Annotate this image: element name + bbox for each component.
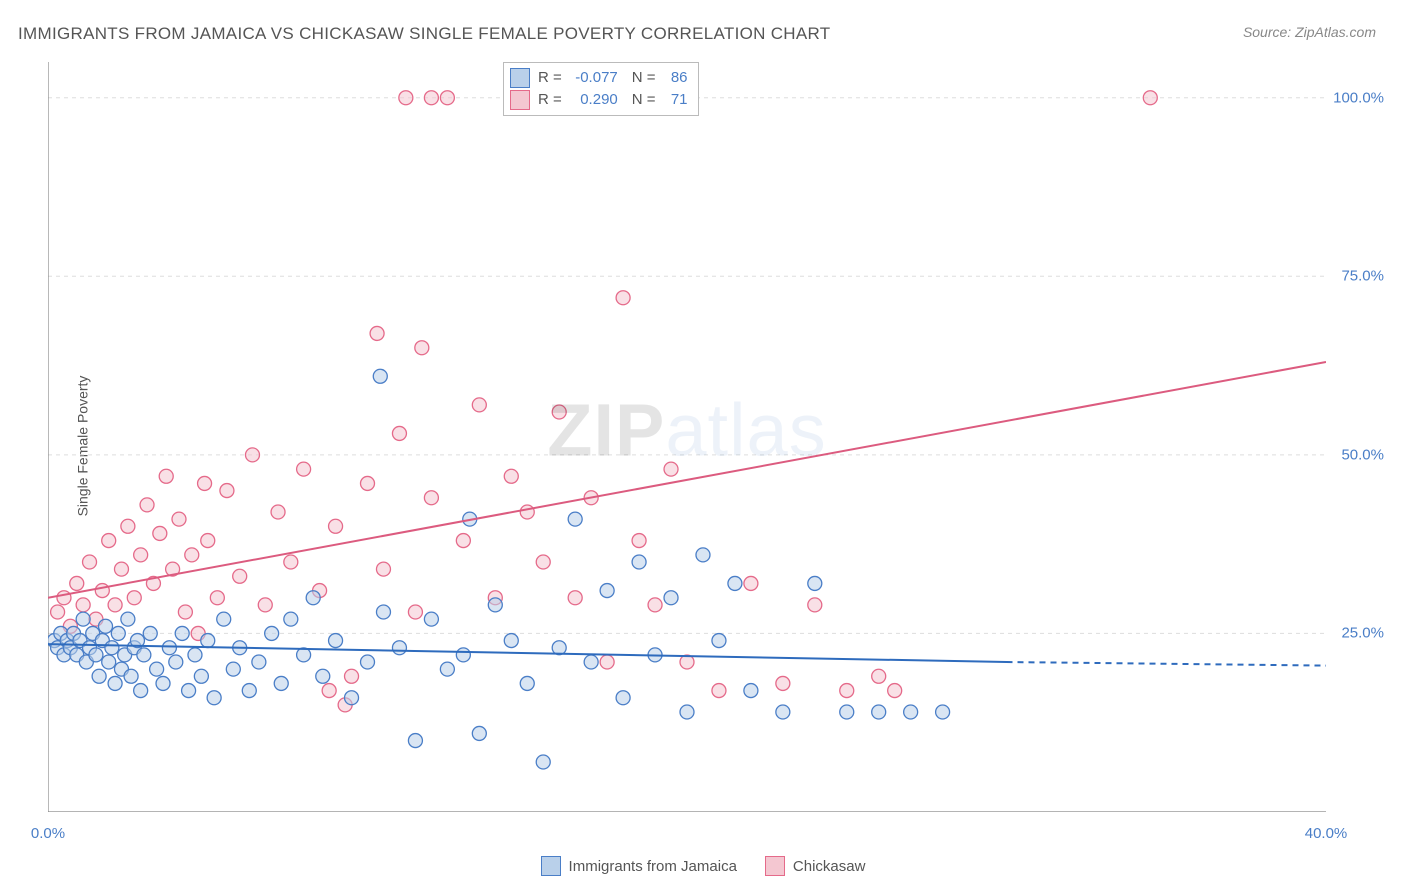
stat-r-label: R = <box>538 89 562 111</box>
legend-item-chickasaw: Chickasaw <box>765 856 866 876</box>
stat-row-chickasaw: R = 0.290 N = 71 <box>510 89 688 111</box>
stat-n-label: N = <box>632 89 656 111</box>
swatch-jamaica <box>510 68 530 88</box>
stat-r-value-chickasaw: 0.290 <box>568 89 618 111</box>
x-tick-label: 40.0% <box>1305 825 1348 842</box>
stat-n-value-jamaica: 86 <box>662 67 688 89</box>
stat-n-label: N = <box>632 67 656 89</box>
legend: Immigrants from Jamaica Chickasaw <box>0 856 1406 876</box>
stat-row-jamaica: R = -0.077 N = 86 <box>510 67 688 89</box>
swatch-chickasaw <box>510 90 530 110</box>
y-tick-label: 25.0% <box>1341 625 1384 642</box>
x-tick-label: 0.0% <box>31 825 65 842</box>
legend-label-chickasaw: Chickasaw <box>793 858 866 875</box>
chart-container: IMMIGRANTS FROM JAMAICA VS CHICKASAW SIN… <box>0 0 1406 892</box>
plot-area: ZIPatlas R = -0.077 N = 86 R = 0.290 N =… <box>48 62 1326 812</box>
legend-swatch-jamaica <box>541 856 561 876</box>
y-tick-label: 75.0% <box>1341 268 1384 285</box>
stat-n-value-chickasaw: 71 <box>662 89 688 111</box>
chart-title: IMMIGRANTS FROM JAMAICA VS CHICKASAW SIN… <box>18 24 830 44</box>
stat-r-label: R = <box>538 67 562 89</box>
y-tick-label: 50.0% <box>1341 446 1384 463</box>
correlation-stats-box: R = -0.077 N = 86 R = 0.290 N = 71 <box>503 62 699 116</box>
legend-label-jamaica: Immigrants from Jamaica <box>569 858 737 875</box>
y-tick-label: 100.0% <box>1333 89 1384 106</box>
source-attribution: Source: ZipAtlas.com <box>1243 24 1376 40</box>
stat-r-value-jamaica: -0.077 <box>568 67 618 89</box>
scatter-plot-svg <box>48 62 1326 812</box>
legend-item-jamaica: Immigrants from Jamaica <box>541 856 737 876</box>
legend-swatch-chickasaw <box>765 856 785 876</box>
